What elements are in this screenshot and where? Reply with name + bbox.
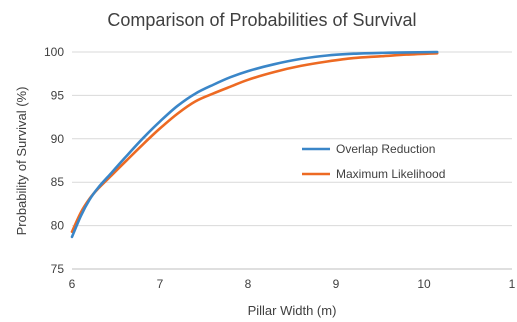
legend-label-0: Overlap Reduction (336, 142, 435, 156)
tick-labels: 75 80 85 90 95 100 6 7 8 9 10 1 (44, 45, 516, 291)
y-tick-label: 90 (51, 132, 65, 146)
y-tick-label: 95 (51, 88, 65, 102)
x-tick-label: 10 (417, 277, 431, 291)
series-line-0 (70, 50, 439, 239)
gridlines (72, 51, 512, 227)
x-tick-label: 1 (509, 277, 516, 291)
y-tick-label: 100 (44, 45, 64, 59)
y-axis-label: Probability of Survival (%) (14, 87, 29, 236)
x-axis-label: Pillar Width (m) (248, 303, 337, 318)
x-tick-label: 7 (157, 277, 164, 291)
legend-label-1: Maximum Likelihood (336, 167, 445, 181)
y-tick-label: 80 (51, 219, 65, 233)
y-tick-label: 75 (51, 262, 65, 276)
series-lines (70, 50, 439, 239)
chart-title: Comparison of Probabilities of Survival (107, 10, 416, 30)
x-tick-label: 8 (245, 277, 252, 291)
x-tick-label: 9 (333, 277, 340, 291)
y-tick-label: 85 (51, 175, 65, 189)
legend: Overlap Reduction Maximum Likelihood (302, 142, 445, 181)
x-tick-label: 6 (69, 277, 76, 291)
